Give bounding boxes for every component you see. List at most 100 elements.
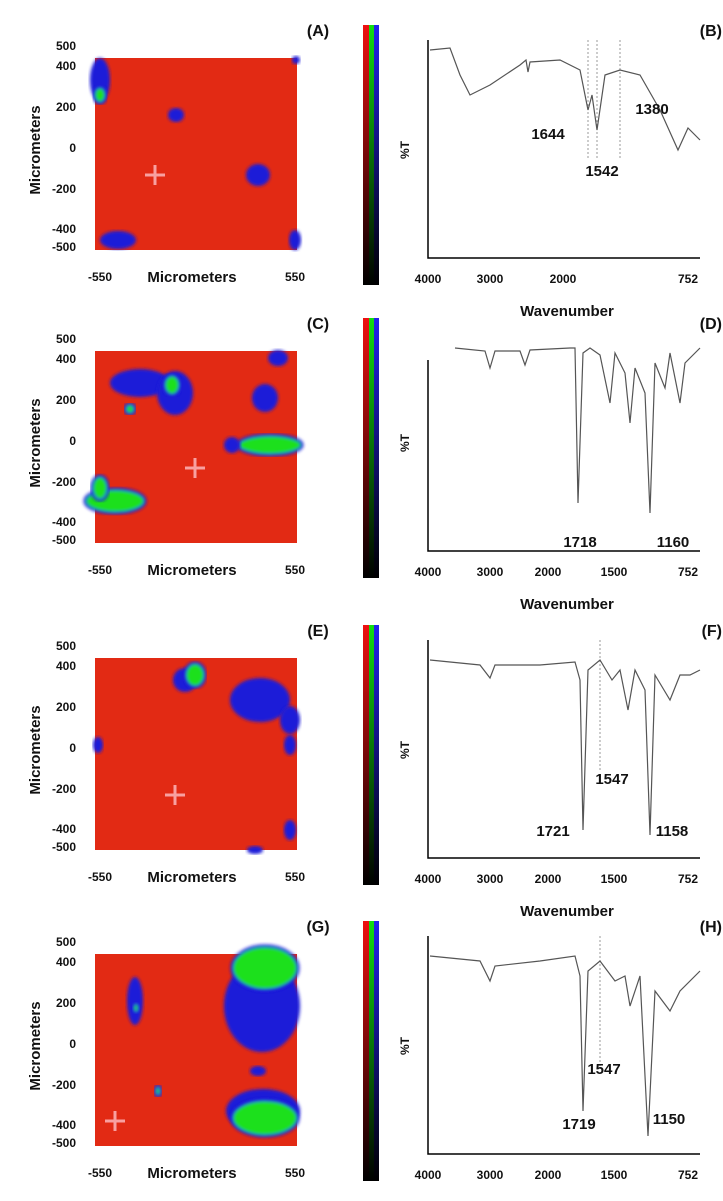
y-tick-label: -200 [52,182,76,196]
x-axis-title: Micrometers [147,562,236,579]
blue-region [110,369,170,397]
x-tick-label: -550 [88,870,112,884]
blue-region [268,350,288,366]
blue-region [246,164,270,186]
y-tick-label: -400 [52,1118,76,1132]
blue-region [93,737,103,753]
x-tick-label: 752 [678,1168,698,1182]
cursor-cross [145,165,165,185]
spectrum-axes [427,936,700,1155]
blue-region [100,231,136,249]
x-tick-label: 1500 [601,1168,628,1182]
x-tick-label: -550 [88,563,112,577]
blue-region [250,1066,266,1076]
x-tick-label: 550 [285,870,305,884]
y-tick-label: -400 [52,515,76,529]
panel-label: (D) [700,316,722,333]
x-tick-label: 3000 [477,272,504,286]
spectrum-curve [429,955,701,1137]
blue-region [127,977,143,1025]
peak-label: 1721 [536,823,569,840]
colorbar-green [369,25,374,285]
x-tick-label: -550 [88,1166,112,1180]
panel-label: (G) [306,919,329,936]
x-tick-label: 1500 [601,565,628,579]
x-axis-title: Micrometers [147,269,236,286]
x-tick-label: 4000 [415,872,442,886]
colorbar-red [363,921,369,1181]
colorbar-red [363,25,369,285]
colorbar-green [369,921,374,1181]
cursor-cross [185,458,205,478]
peak-label: 1160 [657,534,690,551]
y-tick-label: -400 [52,822,76,836]
green-region [183,661,207,689]
x-tick-label: 752 [678,272,698,286]
panel-row: (E)Micrometers5004002000-200-400-500-550… [27,623,722,920]
peak-label: 1150 [653,1111,686,1128]
panel-row: (A)Micrometers5004002000-200-400-500-550… [27,23,722,320]
x-tick-label: 2000 [535,565,562,579]
y-tick-label: 0 [69,741,76,755]
colorbar-blue [374,921,379,1181]
blue-region [289,230,301,250]
colorbar-blue [374,625,379,885]
y-axis-title: %T [398,433,412,452]
spectrum-curve [429,47,701,152]
spectrum-axes [427,360,700,552]
x-tick-label: 3000 [477,565,504,579]
y-tick-label: 0 [69,1037,76,1051]
y-tick-label: 400 [56,659,76,673]
x-tick-label: 3000 [477,1168,504,1182]
green-region [90,474,110,502]
y-tick-label: 0 [69,434,76,448]
y-tick-label: 400 [56,59,76,73]
x-tick-label: 550 [285,270,305,284]
y-tick-label: -200 [52,782,76,796]
green-region [230,1098,300,1138]
y-tick-label: -500 [52,840,76,854]
peak-label: 1718 [563,534,596,551]
y-axis-title: Micrometers [27,705,44,794]
y-tick-label: 500 [56,332,76,346]
peak-label: 1547 [595,771,628,788]
y-tick-label: 400 [56,955,76,969]
peak-label: 1158 [656,823,689,840]
spectrum-curve [454,347,701,514]
map-background [95,58,297,250]
blue-region [247,846,263,854]
y-tick-label: -200 [52,475,76,489]
panel-row: (C)Micrometers5004002000-200-400-500-550… [27,316,722,613]
cursor-cross [165,785,185,805]
peak-label: 1644 [531,126,565,143]
x-tick-label: 4000 [415,1168,442,1182]
green-region [153,1084,163,1098]
blue-region [230,678,290,722]
y-axis-title: Micrometers [27,105,44,194]
y-tick-label: 200 [56,996,76,1010]
peak-label: 1547 [587,1061,620,1078]
panel-label: (F) [702,623,722,640]
x-axis-title: Micrometers [147,1165,236,1182]
y-tick-label: 500 [56,39,76,53]
y-tick-label: 500 [56,639,76,653]
colorbar-green [369,625,374,885]
y-tick-label: 400 [56,352,76,366]
blue-region [292,56,300,64]
blue-region [284,735,296,755]
y-axis-title: Micrometers [27,1001,44,1090]
x-tick-label: 752 [678,565,698,579]
peak-label: 1542 [585,163,618,180]
green-region [236,433,304,457]
y-axis-title: Micrometers [27,398,44,487]
spectrum-curve [429,659,701,836]
panel-row: (G)Micrometers5004002000-200-400-500-550… [27,919,722,1201]
green-region [230,944,300,992]
spectrum-axes [427,40,700,259]
green-region [92,85,108,105]
x-tick-label: 3000 [477,872,504,886]
colorbar-green [369,318,374,578]
x-tick-label: 550 [285,563,305,577]
x-axis-title: Wavenumber [520,1199,614,1201]
